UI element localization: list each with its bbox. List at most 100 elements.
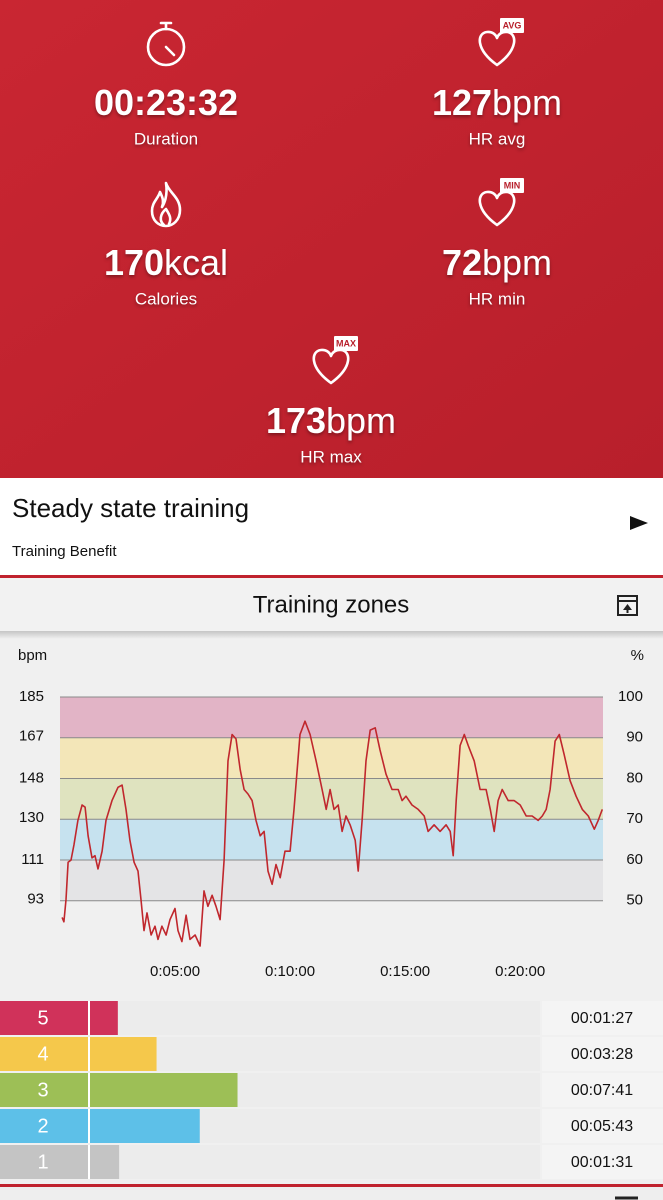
- zone-number-cell: [0, 1109, 88, 1143]
- divider: [0, 575, 663, 578]
- stat-label: Calories: [135, 289, 197, 308]
- y-tick-label: 185: [19, 688, 44, 705]
- badge: [334, 336, 358, 351]
- hr-chart: bpm % 93 111 130 148 167 185 50 60 70 80 90 100 0:05:0…: [18, 647, 644, 980]
- stat-icon: AVG: [478, 18, 524, 67]
- x-tick-label: 0:15:00: [380, 963, 430, 980]
- stat-icon: [146, 21, 186, 67]
- zone-number: 2: [37, 1115, 48, 1137]
- divider: [0, 1184, 663, 1187]
- zone-number: 3: [37, 1079, 48, 1101]
- zone-bar: [90, 1001, 118, 1035]
- stat-icon: MIN: [478, 178, 524, 227]
- heart: [478, 190, 516, 227]
- badge: [500, 18, 524, 33]
- badge-text: MIN: [504, 180, 521, 190]
- y2-tick-label: 70: [626, 810, 643, 827]
- y-tick-label: 111: [21, 851, 44, 868]
- zone-number: 1: [37, 1151, 48, 1173]
- zone-time-cell: [542, 1145, 663, 1179]
- y-tick-label: 130: [19, 809, 44, 826]
- stat-label: HR max: [300, 447, 362, 466]
- zone-time: 00:01:27: [571, 1010, 633, 1027]
- stat-icon: [150, 181, 182, 228]
- zones-table: 5 00:01:27 4 00:03:28 3 00:07:41 2 00:05:43 1 00:…: [0, 1001, 663, 1179]
- y2-tick-label: 60: [626, 851, 643, 868]
- zone-time: 00:03:28: [571, 1046, 633, 1063]
- export-icon[interactable]: [617, 595, 638, 616]
- zone-time-cell: [542, 1109, 663, 1143]
- zone-time: 00:07:41: [571, 1082, 633, 1099]
- zone-time: 00:05:43: [571, 1118, 633, 1135]
- y2-tick-label: 90: [626, 729, 643, 746]
- x-tick-label: 0:20:00: [495, 963, 545, 980]
- arrow-icon[interactable]: [630, 516, 648, 530]
- badge-text: AVG: [503, 20, 522, 30]
- y2-axis-label: %: [631, 647, 644, 664]
- benefit-subtitle: Training Benefit: [12, 543, 117, 560]
- summary-panel: [0, 0, 663, 478]
- benefit-panel[interactable]: [0, 478, 663, 576]
- x-tick-label: 0:10:00: [265, 963, 315, 980]
- zones-title: Training zones: [253, 591, 410, 618]
- value: 127: [432, 82, 492, 123]
- unit: kcal: [164, 242, 228, 283]
- zone-band: [60, 697, 603, 738]
- stat-value: 127bpm: [432, 82, 562, 123]
- y-tick-label: 93: [27, 891, 44, 908]
- zone-number: 4: [37, 1043, 48, 1065]
- zone-bar: [90, 1037, 157, 1071]
- zone-band: [60, 737, 603, 779]
- stat-value: 72bpm: [442, 242, 552, 283]
- zone-time: 00:01:31: [571, 1154, 633, 1171]
- zone-time-cell: [542, 1037, 663, 1071]
- stat-label: HR min: [469, 289, 526, 308]
- badge: [500, 178, 524, 193]
- value: 72: [442, 242, 482, 283]
- value: 00:23:32: [94, 82, 238, 123]
- zones-header: [0, 578, 663, 631]
- zone-bar: [90, 1145, 120, 1179]
- y-axis-label: bpm: [18, 647, 47, 664]
- y2-tick-label: 100: [618, 688, 643, 705]
- flame: [150, 181, 182, 228]
- stat-value: 173bpm: [266, 400, 396, 441]
- stat-icon: MAX: [312, 336, 358, 385]
- zone-time-cell: [542, 1001, 663, 1035]
- y-tick-label: 167: [19, 728, 44, 745]
- value: 170: [104, 242, 164, 283]
- unit: bpm: [492, 82, 562, 123]
- header-shadow: [0, 631, 663, 639]
- zone-number-cell: [0, 1037, 88, 1071]
- stat-label: Duration: [134, 129, 198, 148]
- y2-tick-label: 80: [626, 769, 643, 786]
- zone-time-cell: [542, 1073, 663, 1107]
- heart: [478, 30, 516, 67]
- stat-label: HR avg: [469, 129, 526, 148]
- zone-bar: [90, 1073, 238, 1107]
- heart: [312, 348, 350, 385]
- zone-number-cell: [0, 1145, 88, 1179]
- zone-number: 5: [37, 1007, 48, 1029]
- zone-number-cell: [0, 1001, 88, 1035]
- watch-hand: [164, 45, 176, 57]
- x-tick-label: 0:05:00: [150, 963, 200, 980]
- y2-tick-label: 50: [626, 892, 643, 909]
- zone-band: [60, 819, 603, 861]
- unit: bpm: [482, 242, 552, 283]
- footer: [0, 1187, 663, 1200]
- zone-bar: [90, 1109, 200, 1143]
- unit: bpm: [326, 400, 396, 441]
- zone-band: [60, 860, 603, 901]
- y-tick-label: 148: [19, 769, 44, 786]
- stat-value: 00:23:32: [94, 82, 238, 123]
- zone-number-cell: [0, 1073, 88, 1107]
- badge-text: MAX: [336, 338, 356, 348]
- value: 173: [266, 400, 326, 441]
- benefit-title: Steady state training: [12, 493, 249, 523]
- hr-line: [61, 720, 604, 947]
- stat-value: 170kcal: [104, 242, 228, 283]
